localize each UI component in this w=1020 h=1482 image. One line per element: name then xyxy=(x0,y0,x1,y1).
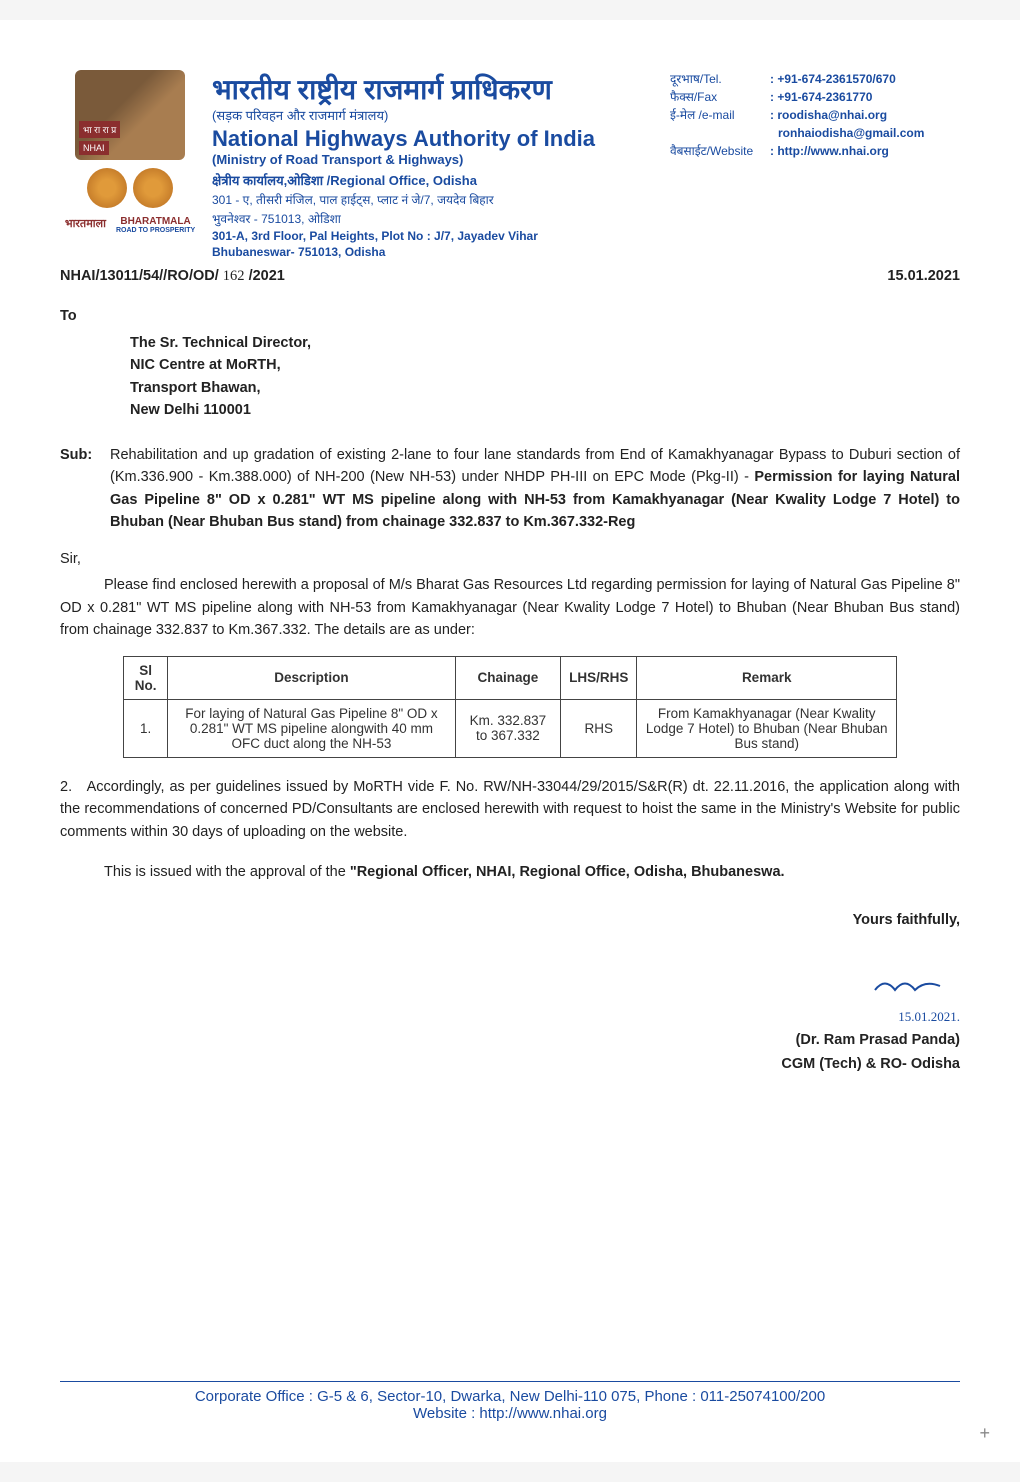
email-value-1: : roodisha@nhai.org xyxy=(770,108,887,122)
address-hindi-1: 301 - ए, तीसरी मंजिल, पाल हाईट्स, प्लाट … xyxy=(212,191,658,208)
nhai-logo: भा रा रा प्र NHAI xyxy=(75,70,185,160)
logo-tag-english: NHAI xyxy=(79,141,109,155)
bharatmala-sub: ROAD TO PROSPERITY xyxy=(116,227,195,234)
email-label: ई-मेल /e-mail xyxy=(670,106,770,124)
th-remark: Remark xyxy=(637,656,897,699)
paragraph-1: Please find enclosed herewith a proposal… xyxy=(60,574,960,641)
th-slno: Sl No. xyxy=(124,656,168,699)
address-english-1: 301-A, 3rd Floor, Pal Heights, Plot No :… xyxy=(212,229,658,243)
website-label: वैबसाईट/Website xyxy=(670,142,770,160)
th-chainage: Chainage xyxy=(455,656,561,699)
logo-tag-hindi: भा रा रा प्र xyxy=(79,121,120,138)
paragraph-2: 2. Accordingly, as per guidelines issued… xyxy=(60,776,960,843)
paragraph-3: This is issued with the approval of the … xyxy=(60,861,960,883)
td-description: For laying of Natural Gas Pipeline 8" OD… xyxy=(168,699,455,757)
subject-label: Sub: xyxy=(60,444,110,534)
footer-line-2: Website : http://www.nhai.org xyxy=(60,1405,960,1422)
org-title-english: National Highways Authority of India xyxy=(212,126,658,152)
th-lhsrhs: LHS/RHS xyxy=(561,656,637,699)
recipient-line-3: Transport Bhawan, xyxy=(130,377,960,399)
fax-value: : +91-674-2361770 xyxy=(770,90,872,104)
logo-column: भा रा रा प्र NHAI भारतमाला BHARATMALA RO… xyxy=(60,70,200,259)
signature-designation: CGM (Tech) & RO- Odisha xyxy=(60,1053,960,1075)
para3-bold: "Regional Officer, NHAI, Regional Office… xyxy=(350,864,785,880)
td-chainage: Km. 332.837 to 367.332 xyxy=(455,699,561,757)
recipient-line-1: The Sr. Technical Director, xyxy=(130,332,960,354)
td-side: RHS xyxy=(561,699,637,757)
ref-hand-number: 162 xyxy=(223,268,245,284)
email-value-2: ronhaiodisha@gmail.com xyxy=(770,126,924,140)
footer: Corporate Office : G-5 & 6, Sector-10, D… xyxy=(60,1381,960,1422)
recipient-line-2: NIC Centre at MoRTH, xyxy=(130,354,960,376)
details-table: Sl No. Description Chainage LHS/RHS Rema… xyxy=(123,656,897,758)
closing: Yours faithfully, xyxy=(60,909,960,931)
org-sub-english: (Ministry of Road Transport & Highways) xyxy=(212,152,658,167)
fax-label: फैक्स/Fax xyxy=(670,88,770,106)
signature-block: 15.01.2021. (Dr. Ram Prasad Panda) CGM (… xyxy=(60,972,960,1076)
para3-plain: This is issued with the approval of the xyxy=(104,864,350,880)
ref-prefix: NHAI/13011/54//RO/OD/ xyxy=(60,268,223,284)
address-english-2: Bhubaneswar- 751013, Odisha xyxy=(212,245,658,259)
letter-date: 15.01.2021 xyxy=(887,265,960,287)
salutation: Sir, xyxy=(60,548,960,570)
th-description: Description xyxy=(168,656,455,699)
signature-date: 15.01.2021. xyxy=(60,1007,960,1027)
bharatmala-emblem-2 xyxy=(133,168,173,208)
bharatmala-logos xyxy=(87,168,173,208)
contact-column: दूरभाष/Tel.: +91-674-2361570/670 फैक्स/F… xyxy=(670,70,960,259)
subject-row: Sub: Rehabilitation and up gradation of … xyxy=(60,444,960,534)
address-hindi-2: भुवनेश्वर - 751013, ओडिशा xyxy=(212,210,658,227)
bharatmala-hindi: भारतमाला xyxy=(65,216,106,234)
tel-value: : +91-674-2361570/670 xyxy=(770,72,896,86)
regional-office: क्षेत्रीय कार्यालय,ओडिशा /Regional Offic… xyxy=(212,171,658,189)
td-remark: From Kamakhyanagar (Near Kwality Lodge 7… xyxy=(637,699,897,757)
footer-line-1: Corporate Office : G-5 & 6, Sector-10, D… xyxy=(60,1388,960,1405)
bharatmala-english: BHARATMALA xyxy=(116,216,195,227)
website-value: : http://www.nhai.org xyxy=(770,144,889,158)
signature-svg xyxy=(870,972,960,998)
table-row: 1. For laying of Natural Gas Pipeline 8"… xyxy=(124,699,897,757)
signature-scribble xyxy=(60,972,960,1007)
td-slno: 1. xyxy=(124,699,168,757)
signature-name: (Dr. Ram Prasad Panda) xyxy=(60,1029,960,1051)
to-label: To xyxy=(60,305,960,327)
to-block: To The Sr. Technical Director, NIC Centr… xyxy=(60,305,960,421)
reference-row: NHAI/13011/54//RO/OD/ 162 /2021 15.01.20… xyxy=(60,265,960,287)
letter-page: भा रा रा प्र NHAI भारतमाला BHARATMALA RO… xyxy=(0,20,1020,1462)
recipient-line-4: New Delhi 110001 xyxy=(130,399,960,421)
title-column: भारतीय राष्ट्रीय राजमार्ग प्राधिकरण (सड़… xyxy=(212,70,658,259)
bharatmala-emblem-1 xyxy=(87,168,127,208)
org-sub-hindi: (सड़क परिवहन और राजमार्ग मंत्रालय) xyxy=(212,106,658,124)
subject-text: Rehabilitation and up gradation of exist… xyxy=(110,444,960,534)
org-title-hindi: भारतीय राष्ट्रीय राजमार्ग प्राधिकरण xyxy=(212,70,658,108)
tel-label: दूरभाष/Tel. xyxy=(670,70,770,88)
crop-mark: + xyxy=(979,1423,990,1444)
letterhead: भा रा रा प्र NHAI भारतमाला BHARATMALA RO… xyxy=(60,70,960,259)
ref-suffix: /2021 xyxy=(249,268,285,284)
